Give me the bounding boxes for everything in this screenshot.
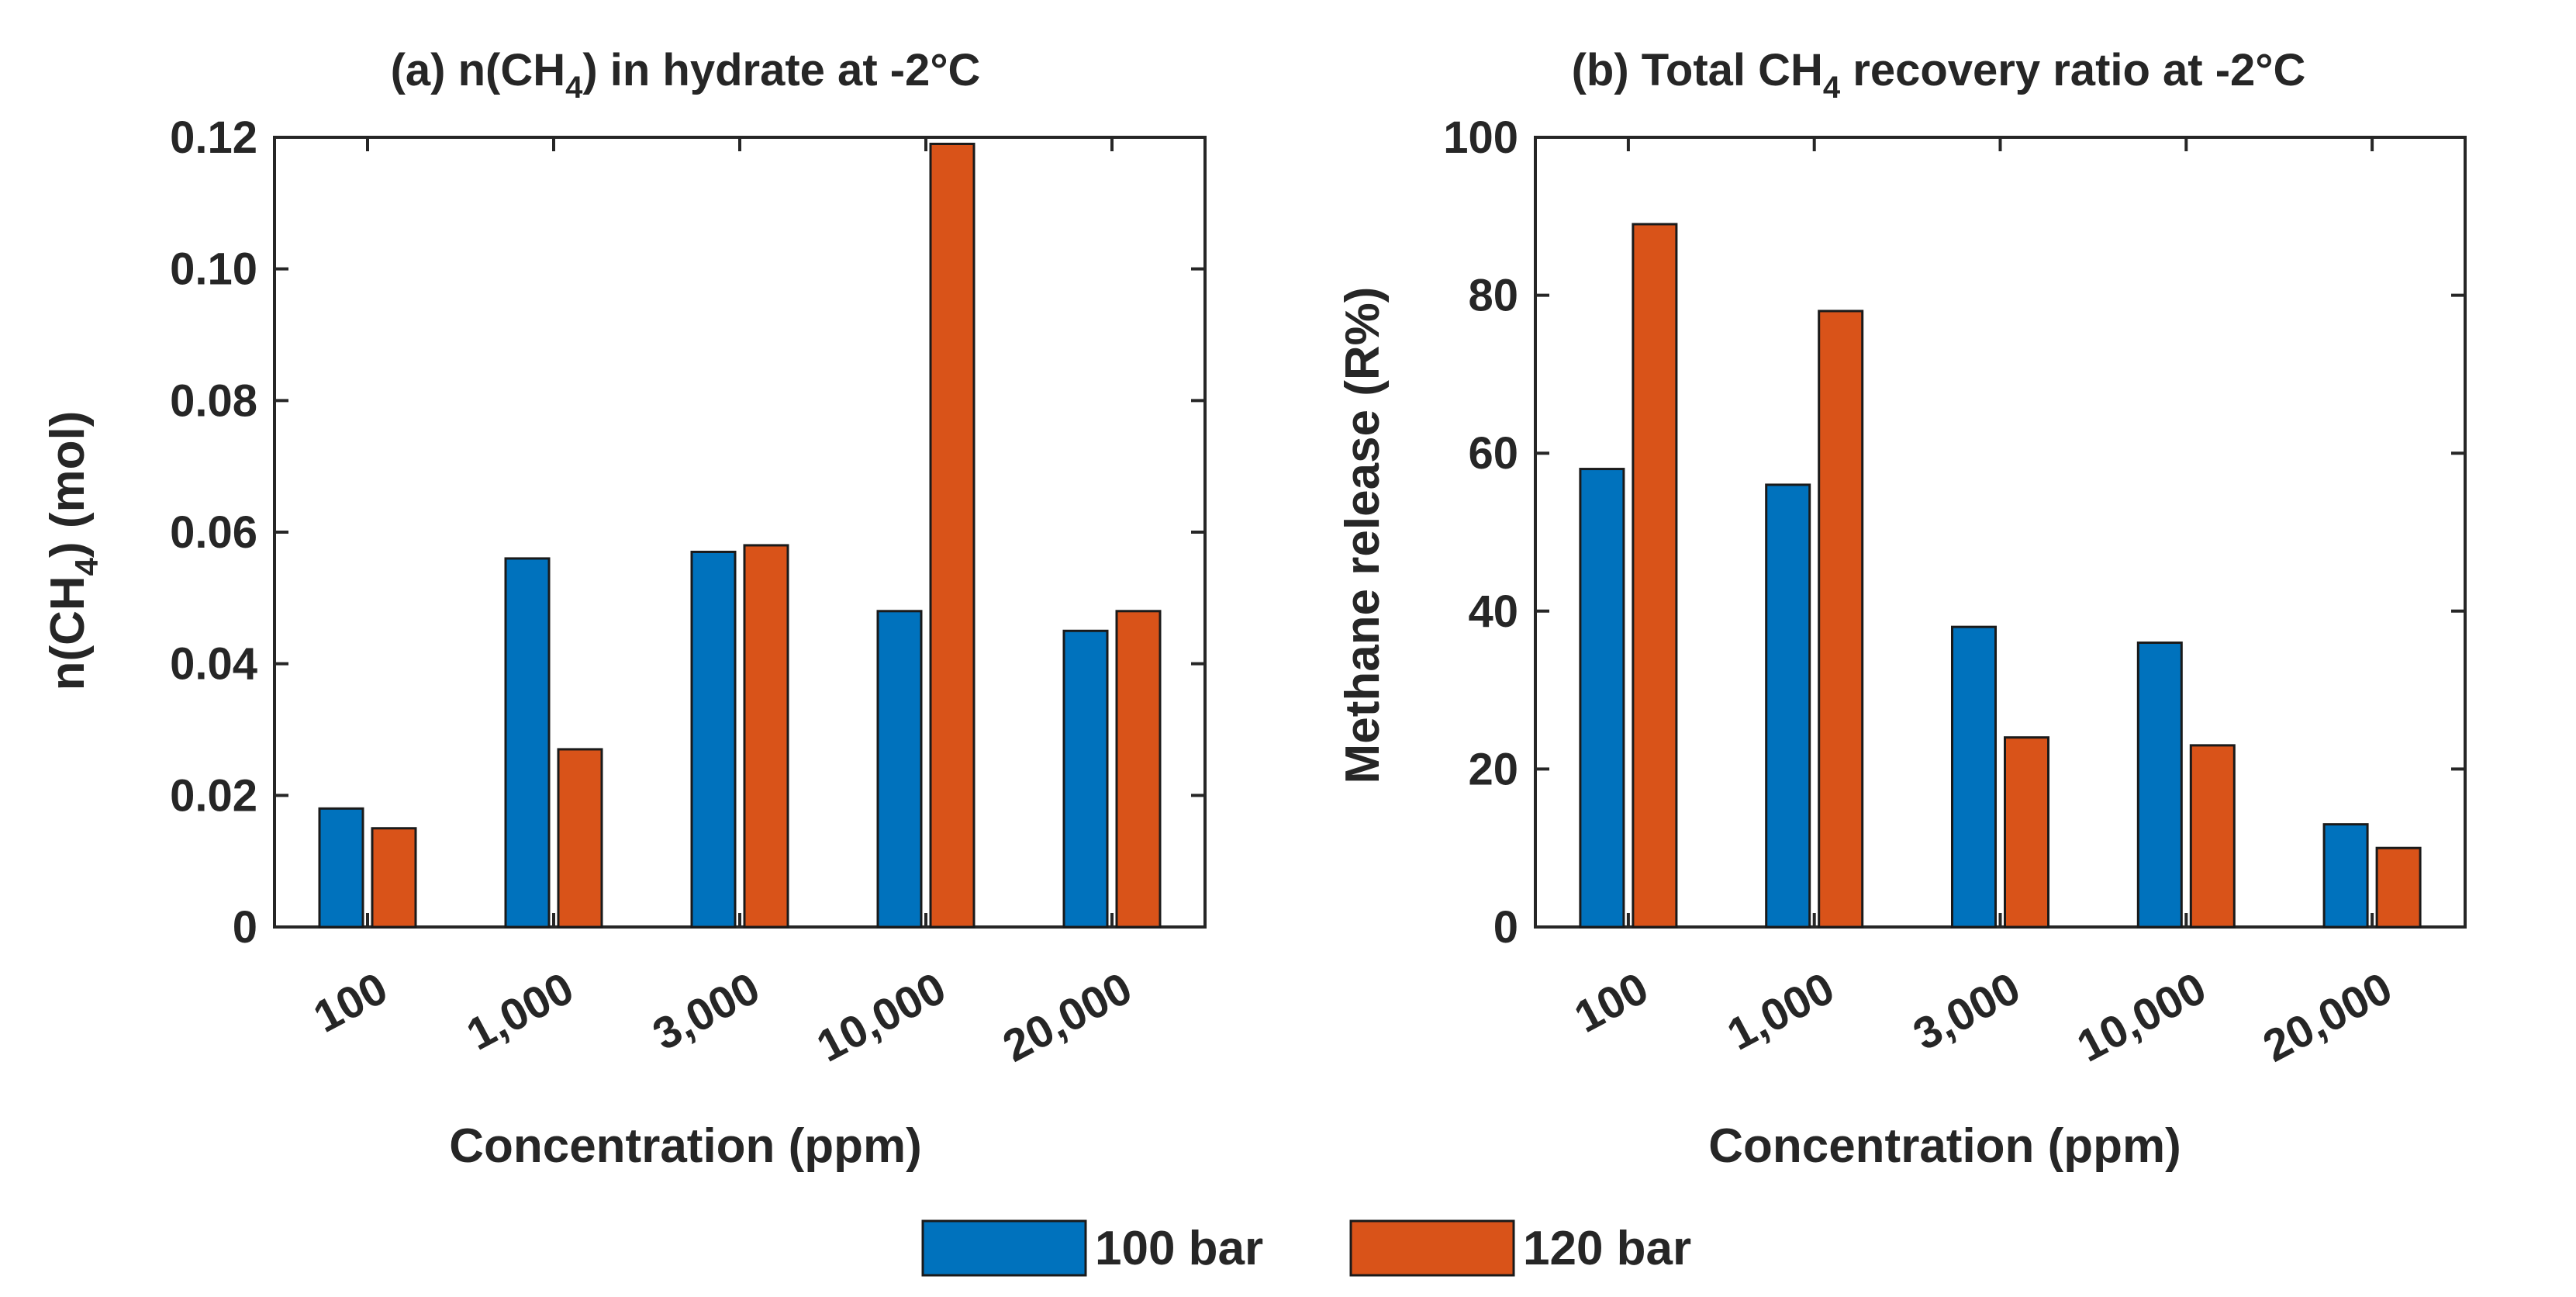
- panel-b-bar-120-bar: [2375, 846, 2422, 929]
- panel-a-y-tick-label: 0.10: [170, 244, 257, 295]
- panel-a-y-tick-label: 0.12: [170, 112, 257, 163]
- panel-b-bar-120-bar: [1632, 223, 1678, 929]
- panel-b-y-tick-label: 0: [1493, 902, 1518, 953]
- panel-a-bar-100-bar: [690, 550, 737, 929]
- panel-a-x-axis-label: Concentration (ppm): [449, 1119, 922, 1173]
- panel-b-plot-area: 0 20 40 60 80 100 100 1,000 3,000 10,000 20,000: [1443, 112, 2467, 1072]
- panel-b-bar-100-bar: [1765, 483, 1811, 929]
- panel-b-y-tick-label: 20: [1468, 744, 1518, 794]
- panel-b-y-tick-label: 100: [1443, 112, 1518, 163]
- panel-a-y-tick-label: 0.04: [170, 639, 257, 690]
- legend-label-120-bar: 120 bar: [1523, 1222, 1691, 1275]
- panel-b-title: (b) Total CH4 recovery ratio at -2°C: [1572, 45, 2306, 105]
- panel-b-bar-100-bar: [2322, 823, 2369, 929]
- panel-a-bar-120-bar: [1115, 610, 1162, 929]
- panel-b-bar-120-bar: [2189, 744, 2236, 929]
- panel-b-bar-100-bar: [1579, 468, 1625, 929]
- panel-a-x-tick-label: 20,000: [995, 963, 1140, 1072]
- panel-a-bar-120-bar: [557, 748, 603, 929]
- panel-b-y-tick-label: 40: [1468, 586, 1518, 637]
- panel-b-bar-100-bar: [2136, 642, 2183, 929]
- panel-a-x-tick-label: 1,000: [458, 963, 582, 1060]
- panel-b-x-tick-label: 100: [1566, 963, 1656, 1043]
- panel-b-x-tick-label: 20,000: [2255, 963, 2400, 1072]
- panel-b-y-tick-label: 60: [1468, 428, 1518, 479]
- panel-a-bar-100-bar: [876, 610, 923, 929]
- panel-a-bar-120-bar: [929, 142, 975, 929]
- panel-a-bar-120-bar: [743, 544, 789, 929]
- panel-a-y-tick-label: 0: [233, 902, 257, 953]
- panel-a-title: (a) n(CH4) in hydrate at -2°C: [391, 45, 981, 105]
- panel-b-bar-120-bar: [2004, 736, 2049, 929]
- legend-swatch-100-bar: [921, 1219, 1087, 1277]
- panel-a-x-tick-label: 10,000: [809, 963, 954, 1072]
- panel-b-bar-100-bar: [1951, 625, 1997, 929]
- panel-a-bar-100-bar: [504, 557, 551, 929]
- legend-label-100-bar: 100 bar: [1095, 1222, 1263, 1275]
- panel-a-bar-100-bar: [318, 807, 364, 929]
- panel-b-x-tick-label: 1,000: [1719, 963, 1842, 1060]
- panel-a-y-tick-label: 0.02: [170, 770, 257, 821]
- panel-a: (a) n(CH4) in hydrate at -2°C n(CH4) (mo…: [41, 45, 1207, 1173]
- panel-a-x-tick-label: 100: [306, 963, 395, 1043]
- panel-a-y-tick-label: 0.06: [170, 507, 257, 558]
- panel-b-x-tick-label: 3,000: [1905, 963, 2029, 1060]
- panel-b-x-tick-label: 10,000: [2069, 963, 2214, 1072]
- panel-b-y-tick-label: 80: [1468, 271, 1518, 321]
- legend: 100 bar 120 bar: [921, 1219, 1691, 1277]
- panel-a-bar-100-bar: [1062, 629, 1109, 929]
- panel-a-y-tick-label: 0.08: [170, 375, 257, 426]
- panel-b-y-axis-label: Methane release (R%): [1336, 287, 1390, 784]
- legend-swatch-120-bar: [1349, 1219, 1515, 1277]
- panel-a-plot-area: 0 0.02 0.04 0.06 0.08 0.10 0.12 100 1,000 3,000 10…: [170, 112, 1207, 1072]
- panel-b: (b) Total CH4 recovery ratio at -2°C Met…: [1336, 45, 2467, 1173]
- panel-b-bar-120-bar: [1818, 310, 1864, 929]
- panel-a-bar-120-bar: [371, 827, 417, 929]
- panel-b-x-axis-label: Concentration (ppm): [1708, 1119, 2181, 1173]
- panel-a-y-axis-label: n(CH4) (mol): [41, 411, 105, 691]
- panel-a-x-tick-label: 3,000: [644, 963, 768, 1060]
